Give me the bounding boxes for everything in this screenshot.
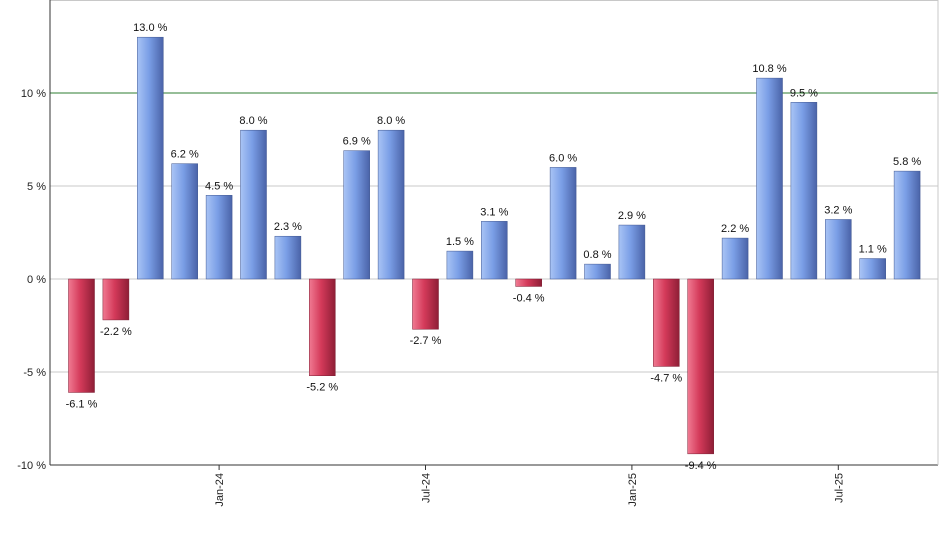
bar xyxy=(274,235,302,280)
y-tick-label: 0 % xyxy=(27,274,46,286)
bar-value-label: 3.2 % xyxy=(824,204,852,216)
bar xyxy=(446,250,474,280)
bar-value-label: 6.2 % xyxy=(171,149,199,161)
bar xyxy=(515,278,542,287)
bar-value-label: -0.4 % xyxy=(513,292,545,304)
bar-value-label: 0.8 % xyxy=(583,249,611,261)
bar-value-label: -2.7 % xyxy=(410,335,442,347)
bar xyxy=(137,36,164,280)
y-tick-label: 10 % xyxy=(21,88,46,100)
bar xyxy=(377,129,405,280)
bar xyxy=(859,258,886,280)
bar-value-label: 13.0 % xyxy=(133,22,167,34)
bars xyxy=(68,36,921,455)
bar xyxy=(653,278,680,367)
bar xyxy=(171,163,198,280)
axes: 10 % 5 % 0 % -5 % -10 % Jan-24 Jul-24 Jan-25 Jul… xyxy=(17,0,939,507)
bar xyxy=(205,195,233,280)
x-tick-label: Jan-25 xyxy=(627,473,639,507)
grid-lines xyxy=(50,0,938,373)
bar xyxy=(68,278,95,393)
bar xyxy=(893,170,921,280)
bar xyxy=(721,237,749,280)
bar xyxy=(584,263,611,280)
bar-value-label: -4.7 % xyxy=(650,372,682,384)
y-tick-label: -5 % xyxy=(23,367,46,379)
bar xyxy=(481,221,508,280)
data-labels: -6.1 % -2.2 % 13.0 % 6.2 % 4.5 % 8.0 % 2.3 % -5… xyxy=(66,22,922,472)
bar-value-label: 6.9 % xyxy=(343,136,371,148)
bar-value-label: -9.4 % xyxy=(685,460,717,472)
bar xyxy=(618,224,646,280)
bar-value-label: 8.0 % xyxy=(377,115,405,127)
x-tick-label: Jan-24 xyxy=(214,473,226,507)
bar xyxy=(790,102,818,280)
bar xyxy=(240,129,267,280)
bar-value-label: 1.1 % xyxy=(859,244,887,256)
x-tick-label: Jul-24 xyxy=(421,473,433,503)
bar-value-label: 2.3 % xyxy=(274,221,302,233)
bar-value-label: 9.5 % xyxy=(790,87,818,99)
bar xyxy=(309,278,336,376)
bar-value-label: -2.2 % xyxy=(100,326,132,338)
bar-value-label: 8.0 % xyxy=(239,115,267,127)
y-tick-label: 5 % xyxy=(27,181,46,193)
bar xyxy=(825,219,852,280)
y-tick-label: -10 % xyxy=(17,460,46,472)
bar-value-label: 10.8 % xyxy=(752,63,786,75)
bar-value-label: 4.5 % xyxy=(205,180,233,192)
bar-value-label: 3.1 % xyxy=(480,206,508,218)
x-tick-label: Jul-25 xyxy=(833,473,845,503)
bar-value-label: 2.2 % xyxy=(721,223,749,235)
bar-value-label: -5.2 % xyxy=(306,382,338,394)
bar-value-label: 5.8 % xyxy=(893,156,921,168)
bar xyxy=(756,77,783,280)
bar xyxy=(549,167,577,280)
bar-value-label: 2.9 % xyxy=(618,210,646,222)
bar-value-label: 6.0 % xyxy=(549,152,577,164)
bar-value-label: -6.1 % xyxy=(66,398,98,410)
bar xyxy=(102,278,130,321)
bar xyxy=(412,278,439,330)
bar-value-label: 1.5 % xyxy=(446,236,474,248)
bar xyxy=(343,150,370,280)
bar xyxy=(687,278,714,455)
